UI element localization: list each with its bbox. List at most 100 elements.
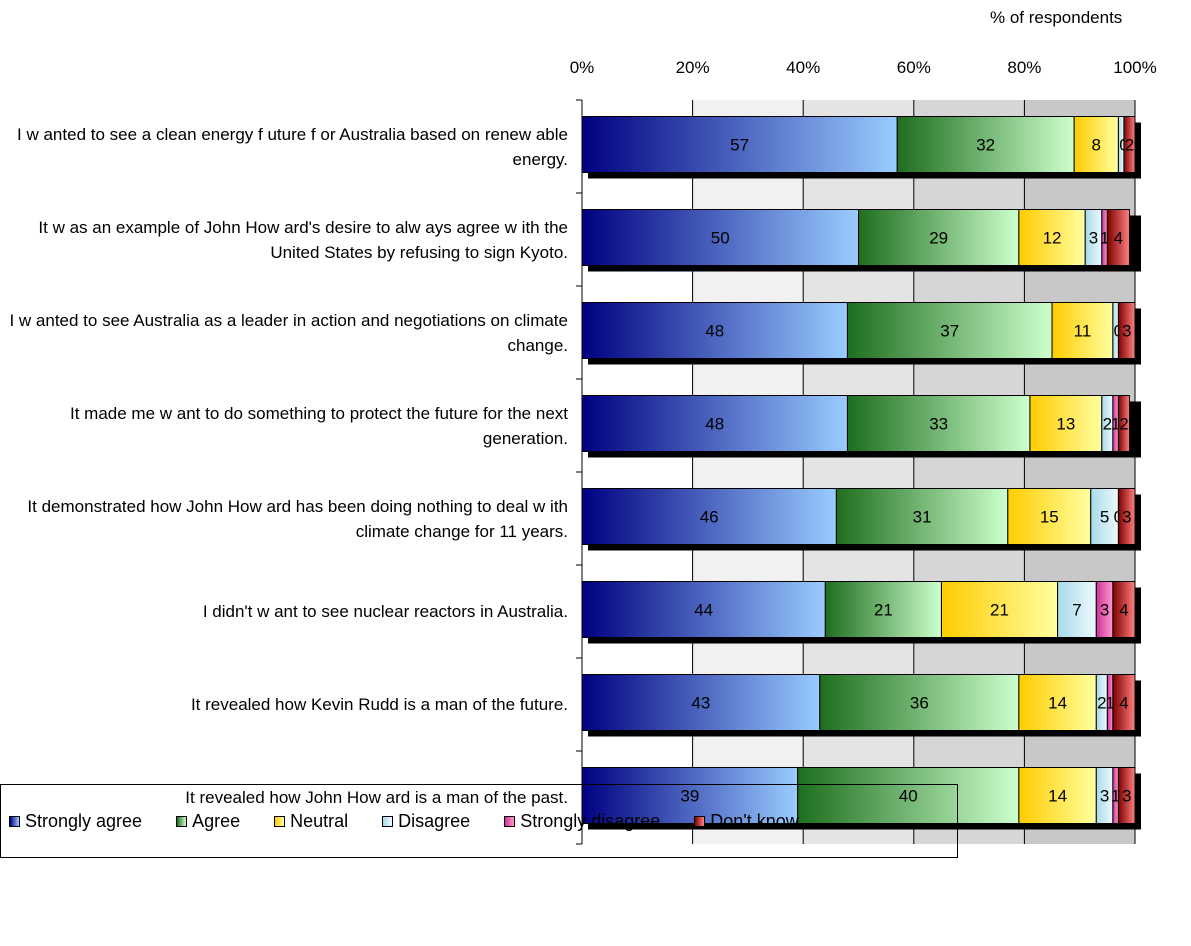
- bar-group: 39 40 14 3 1 3: [581, 767, 1141, 830]
- data-label: 4: [1114, 229, 1123, 248]
- category-label: I w anted to see Australia as a leader i…: [9, 310, 568, 355]
- bar-segment: [896, 116, 1075, 173]
- x-tick-label: 40%: [786, 58, 820, 77]
- data-label: 21: [874, 601, 893, 620]
- category-label: It revealed how John How ard is a man of…: [185, 788, 568, 807]
- bar-group: 44 21 21 7 3 4: [581, 581, 1141, 644]
- data-label: 32: [976, 136, 995, 155]
- legend-item: Strongly agree: [9, 811, 142, 832]
- legend-swatch: [176, 815, 188, 827]
- data-label: 48: [705, 415, 724, 434]
- data-label: 21: [990, 601, 1009, 620]
- bar-segment: [846, 302, 1053, 359]
- data-label: 7: [1072, 601, 1081, 620]
- bar-group: 43 36 14 21 4: [581, 674, 1141, 737]
- x-tick-label: 20%: [676, 58, 710, 77]
- legend-swatch: [694, 815, 706, 827]
- data-label: 2: [1103, 415, 1112, 434]
- bar-segment: [581, 395, 848, 452]
- data-label: 4: [1119, 694, 1128, 713]
- data-label: 3: [1122, 787, 1131, 806]
- bar-segment: [1018, 767, 1097, 824]
- data-label: 44: [694, 601, 713, 620]
- category-label: It made me w ant to do something to prot…: [70, 403, 568, 448]
- data-label: 4: [1119, 601, 1128, 620]
- x-tick-label: 100%: [1113, 58, 1156, 77]
- data-label: 14: [1048, 787, 1067, 806]
- data-label: 57: [730, 136, 749, 155]
- bar-segment: [581, 116, 898, 173]
- legend-label: Strongly disagree: [520, 810, 661, 831]
- x-tick-label: 60%: [897, 58, 931, 77]
- bar-segment: [858, 209, 1020, 266]
- legend: Strongly agree Agree Neutral Disagree Strong…: [0, 784, 958, 858]
- legend-swatch: [382, 815, 394, 827]
- bar-segment: [824, 581, 942, 638]
- x-tick-labels: 0% 20% 40% 60% 80% 100%: [570, 58, 1157, 77]
- data-label: 5: [1100, 508, 1109, 527]
- bar-segment: [1018, 674, 1097, 731]
- bar-segment: [835, 488, 1009, 545]
- bar-segment: [940, 581, 1059, 638]
- bar-segment: [581, 674, 821, 731]
- data-label: 31: [913, 508, 932, 527]
- bar-group: 463115503: [581, 488, 1141, 551]
- bar-segment: [797, 767, 1020, 824]
- data-label: 12: [1043, 229, 1062, 248]
- data-label: 40: [899, 787, 918, 806]
- data-label: 39: [680, 787, 699, 806]
- data-label: 1: [1111, 787, 1120, 806]
- data-label: 1: [1111, 415, 1120, 434]
- bar-segment: [1090, 488, 1119, 545]
- category-label: It demonstrated how John How ard has bee…: [27, 496, 568, 541]
- bar-group: 5732802: [581, 116, 1141, 179]
- legend-item: Don't know: [694, 810, 799, 832]
- category-label: I didn't w ant to see nuclear reactors i…: [202, 602, 568, 621]
- bar-segment: [1117, 767, 1136, 824]
- legend-label: Don't know: [710, 810, 799, 831]
- data-label: 11: [1074, 322, 1092, 341]
- category-axis: [576, 99, 583, 845]
- data-label: 48: [705, 322, 724, 341]
- bar-segment: [1007, 488, 1092, 545]
- axis-unit-label: % of respondents: [990, 8, 1123, 27]
- legend-label: Neutral: [290, 810, 349, 831]
- data-label: 1: [1105, 694, 1114, 713]
- data-label: 2: [1119, 415, 1128, 434]
- bar-segment: [1018, 209, 1086, 266]
- legend-swatch: [504, 815, 516, 827]
- x-tick-label: 0%: [570, 58, 595, 77]
- data-label: 50: [711, 229, 730, 248]
- legend-item: Strongly disagree: [504, 811, 660, 832]
- legend-item: Neutral: [274, 811, 348, 832]
- bar-segment: [1106, 209, 1130, 266]
- legend-label: Disagree: [398, 810, 471, 831]
- x-tick-label: 80%: [1007, 58, 1041, 77]
- data-label: 1: [1100, 229, 1109, 248]
- bar-segment: [581, 488, 837, 545]
- legend-swatch: [274, 815, 286, 827]
- data-label: 3: [1122, 508, 1131, 527]
- data-label: 3: [1089, 229, 1098, 248]
- data-label: 14: [1048, 694, 1067, 713]
- bar-segment: [1112, 581, 1136, 638]
- bar-segment: [1117, 302, 1136, 359]
- bars: 5732802502912314483711034833132124631155…: [581, 116, 1141, 830]
- data-label: 2: [1097, 694, 1106, 713]
- data-label: 43: [691, 694, 710, 713]
- bar-group: 48371103: [581, 302, 1141, 365]
- data-label: 33: [929, 415, 948, 434]
- bar-segment: [1123, 116, 1136, 173]
- data-label: 3: [1122, 322, 1131, 341]
- data-label: 3: [1100, 787, 1109, 806]
- bar-segment: [581, 581, 826, 638]
- bar-segment: [1117, 395, 1130, 452]
- legend-item: Disagree: [382, 811, 470, 832]
- bar-group: 50 29 12 3 1 4: [581, 209, 1141, 272]
- bar-segment: [1117, 488, 1136, 545]
- data-label: 29: [929, 229, 948, 248]
- legend-item: Agree: [176, 811, 240, 832]
- bar-segment: [1057, 581, 1097, 638]
- data-label: 36: [910, 694, 929, 713]
